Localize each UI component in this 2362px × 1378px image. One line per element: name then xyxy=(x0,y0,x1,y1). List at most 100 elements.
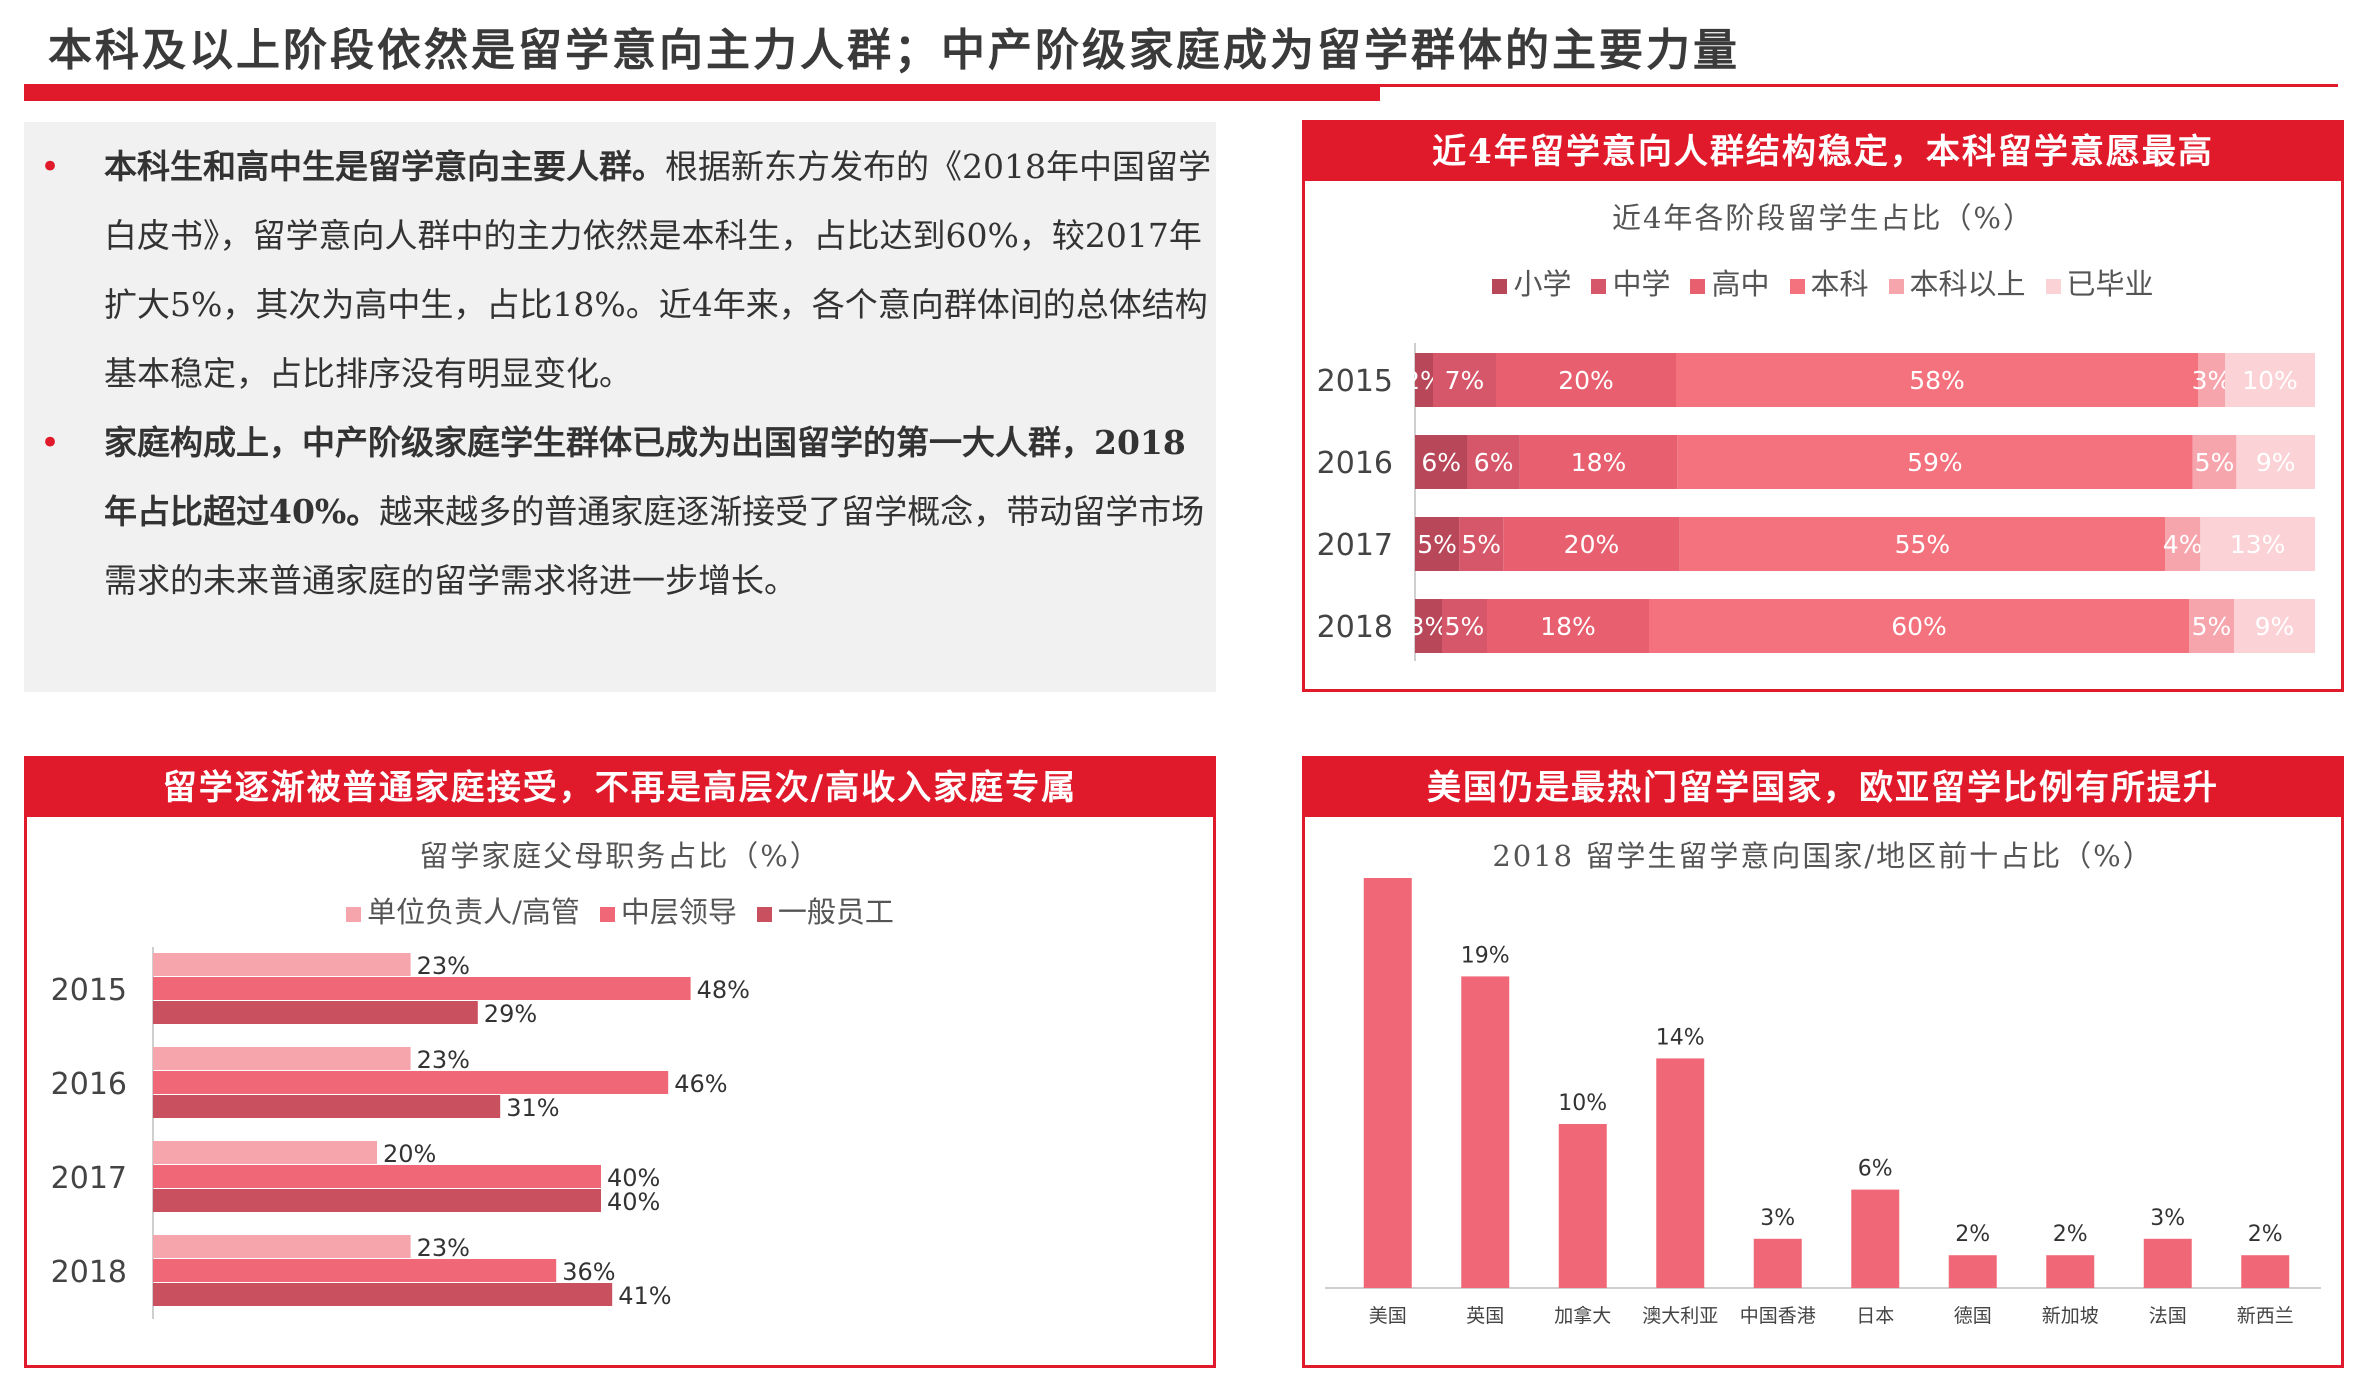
bar-segment xyxy=(1459,517,1504,571)
bar xyxy=(1363,878,1412,1288)
title-accent-bar xyxy=(24,84,1380,101)
bar-segment xyxy=(2200,517,2315,571)
legend-label: 本科 xyxy=(1810,267,1869,301)
legend-item: 中层领导 xyxy=(599,889,737,931)
bar-segment xyxy=(2198,353,2225,407)
bar-segment xyxy=(2192,435,2237,489)
legend-swatch xyxy=(1888,278,1904,294)
category-label: 2015 xyxy=(1317,364,1393,399)
chart-legend: 小学 中学 高中 本科 本科以上 已毕业 xyxy=(1305,261,2341,303)
data-label: 29% xyxy=(484,1000,537,1028)
legend-item: 单位负责人/高管 xyxy=(346,889,580,931)
bar-segment xyxy=(2236,435,2315,489)
data-label: 10% xyxy=(2242,366,2298,395)
bar-segment xyxy=(1519,435,1678,489)
category-label: 新加坡 xyxy=(2042,1305,2099,1327)
data-label: 4% xyxy=(2163,530,2203,559)
bar xyxy=(1656,1058,1705,1288)
data-label: 23% xyxy=(417,952,470,980)
bar-segment xyxy=(1467,435,1520,489)
bar xyxy=(153,953,411,976)
bar xyxy=(153,1165,601,1188)
panel-destination-countries: 美国仍是最热门留学国家，欧亚留学比例有所提升 2018 留学生留学意向国家/地区… xyxy=(1302,756,2344,1368)
bar-segment xyxy=(1503,517,1680,571)
bar-segment xyxy=(1496,353,1676,407)
bar xyxy=(2046,1255,2095,1288)
data-label: 23% xyxy=(417,1046,470,1074)
data-label: 7% xyxy=(1445,366,1485,395)
legend-item: 高中 xyxy=(1690,261,1770,303)
category-label: 2016 xyxy=(1317,446,1393,481)
bar xyxy=(2241,1255,2290,1288)
data-label: 2% xyxy=(1955,1222,1990,1247)
legend-swatch xyxy=(1492,278,1508,294)
legend-item: 本科 xyxy=(1789,261,1869,303)
bullet-text-2: 家庭构成上，中产阶级家庭学生群体已成为出国留学的第一大人群，2018年占比超过4… xyxy=(104,408,1214,615)
bar-segment xyxy=(1487,599,1649,653)
data-label: 3% xyxy=(2150,1206,2185,1231)
bar-segment xyxy=(1679,517,2165,571)
category-label: 2015 xyxy=(51,973,127,1008)
data-label: 3% xyxy=(2192,366,2232,395)
data-label: 31% xyxy=(506,1094,559,1122)
legend-swatch xyxy=(756,906,772,922)
bar-segment xyxy=(1676,353,2198,407)
data-label: 6% xyxy=(1421,448,1461,477)
bullet-bold-2: 家庭构成上，中产阶级家庭学生群体已成为出国留学的第一大人群，2018年占比超过4… xyxy=(104,423,1186,531)
data-label: 6% xyxy=(1858,1157,1893,1182)
category-label: 英国 xyxy=(1466,1305,1504,1327)
category-label: 澳大利亚 xyxy=(1642,1305,1718,1327)
data-label: 14% xyxy=(1656,1025,1705,1050)
category-label: 中国香港 xyxy=(1740,1305,1816,1327)
bar-segment xyxy=(2234,599,2315,653)
bar xyxy=(1753,1238,1802,1288)
legend-item: 一般员工 xyxy=(756,889,894,931)
data-label: 13% xyxy=(2230,530,2286,559)
legend-swatch xyxy=(599,906,615,922)
data-label: 40% xyxy=(607,1164,660,1192)
bar xyxy=(1558,1124,1607,1288)
data-label: 9% xyxy=(2255,612,2295,641)
bar-segment xyxy=(2189,599,2234,653)
stacked-bar-chart: 2015 2% 7% 20% 58% 3% 10%2016 6% 6% 18% 59% 5% 9%201… xyxy=(1317,343,2315,661)
bar-segment xyxy=(1649,599,2189,653)
category-label: 新西兰 xyxy=(2237,1305,2294,1327)
category-label: 2018 xyxy=(51,1255,127,1290)
bar xyxy=(1461,976,1510,1288)
vertical-bar-chart: 25%美国19%英国10%加拿大14%澳大利亚3%中国香港6%日本2%德国2%新… xyxy=(1325,878,2321,1327)
bar xyxy=(153,1259,557,1282)
legend-label: 单位负责人/高管 xyxy=(367,895,580,929)
bar-segment xyxy=(2165,517,2201,571)
bullet-body-1: 根据新东方发布的《2018年中国留学白皮书》，留学意向人群中的主力依然是本科生，… xyxy=(104,147,1211,393)
legend-item: 小学 xyxy=(1492,261,1571,303)
legend-swatch xyxy=(2045,278,2061,294)
legend-label: 高中 xyxy=(1711,267,1770,301)
bullet-dot-icon: • xyxy=(40,147,61,187)
bar xyxy=(153,1189,601,1212)
grouped-bar-chart: 2015 23% 48% 29% 2016 23% 46% 31% 2017 20% 40%40% 2… xyxy=(51,947,750,1319)
bullet-dot-icon: • xyxy=(40,423,61,463)
legend-swatch xyxy=(1690,278,1706,294)
bar xyxy=(153,1001,478,1024)
data-label: 48% xyxy=(697,976,750,1004)
bar xyxy=(2143,1238,2192,1288)
bar xyxy=(153,1283,613,1306)
summary-text-box: • 本科生和高中生是留学意向主要人群。根据新东方发布的《2018年中国留学白皮书… xyxy=(24,122,1216,692)
data-label: 3% xyxy=(1760,1206,1795,1231)
data-label: 10% xyxy=(1558,1091,1607,1116)
legend-swatch xyxy=(346,906,362,922)
data-label: 20% xyxy=(383,1140,436,1168)
legend-item: 本科以上 xyxy=(1888,261,2026,303)
bar-segment xyxy=(1442,599,1487,653)
legend-label: 一般员工 xyxy=(777,895,894,929)
legend-label: 已毕业 xyxy=(2066,267,2154,301)
legend-label: 中学 xyxy=(1612,267,1671,301)
category-label: 美国 xyxy=(1369,1305,1407,1327)
bar-segment xyxy=(1415,353,1433,407)
data-label: 5% xyxy=(1445,612,1485,641)
category-label: 法国 xyxy=(2149,1305,2187,1327)
bullet-bold-1: 本科生和高中生是留学意向主要人群。 xyxy=(104,147,665,186)
panel-stage-structure: 近4年留学意向人群结构稳定，本科留学意愿最高 近4年各阶段留学生占比（%） 小学… xyxy=(1302,120,2344,692)
data-label: 41% xyxy=(618,1282,671,1310)
panel-header: 近4年留学意向人群结构稳定，本科留学意愿最高 xyxy=(1305,123,2341,181)
